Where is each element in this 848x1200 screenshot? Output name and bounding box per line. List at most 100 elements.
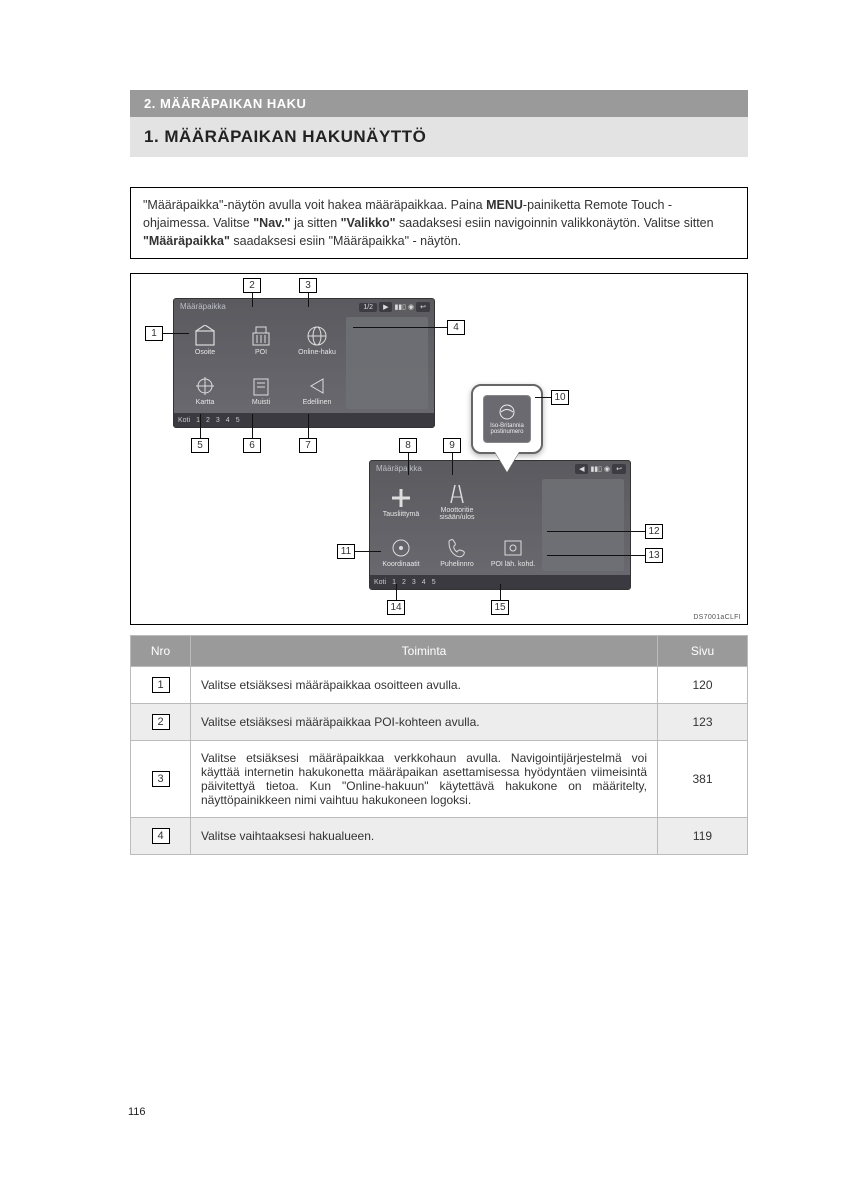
lead-line xyxy=(252,414,253,438)
lead-line xyxy=(547,531,645,532)
poi-near-icon xyxy=(501,537,525,559)
screen-b-icon-grid: Tausliittymä Moottoritie sisään/ulos Koo… xyxy=(376,479,538,575)
callout-7: 7 xyxy=(299,438,317,453)
preset-5: 5 xyxy=(432,579,436,586)
screen-a-title: Määräpaikka xyxy=(180,302,226,311)
lead-line xyxy=(308,293,309,307)
table-row: 1 Valitse etsiäksesi määräpaikkaa osoitt… xyxy=(131,667,748,704)
coordinates-icon xyxy=(389,537,413,559)
icon-label: POI xyxy=(255,349,267,356)
lead-line xyxy=(355,551,381,552)
callout-10: 10 xyxy=(551,390,569,405)
phone-icon xyxy=(445,537,469,559)
poi-icon xyxy=(249,325,273,347)
popup-inner: Iso-Britannia postinumero xyxy=(483,395,531,443)
diagram-figure: Määräpaikka 1/2 ▶ ▮▮▯ ◉ ↩ Osoite POI xyxy=(130,273,748,625)
intro-text: saadaksesi esiin navigoinnin valikkonäyt… xyxy=(396,216,714,230)
edellinen-button[interactable]: Edellinen xyxy=(292,367,342,413)
poi-lah-kohd-button[interactable]: POI läh. kohd. xyxy=(488,529,538,575)
callout-2: 2 xyxy=(243,278,261,293)
icon-label: Muisti xyxy=(252,399,270,406)
screen-a-icon-grid: Osoite POI Online-haku Kartta Muisti xyxy=(180,317,342,413)
osoite-button[interactable]: Osoite xyxy=(180,317,230,363)
lead-line xyxy=(452,453,453,475)
callout-9: 9 xyxy=(443,438,461,453)
row-text: Valitse etsiäksesi määräpaikkaa osoittee… xyxy=(191,667,658,704)
puhelinnro-button[interactable]: Puhelinnro xyxy=(432,529,482,575)
callout-14: 14 xyxy=(387,600,405,615)
row-page: 120 xyxy=(658,667,748,704)
lead-line xyxy=(500,584,501,600)
nav-screen-b: Määräpaikka ◀ ▮▮▯ ◉ ↩ Tausliittymä Moott… xyxy=(369,460,631,590)
kartta-button[interactable]: Kartta xyxy=(180,367,230,413)
icon-label: Koordinaatit xyxy=(382,561,419,568)
screen-b-topbar: ◀ ▮▮▯ ◉ ↩ xyxy=(571,461,630,477)
koti-label: Koti xyxy=(178,417,190,424)
intro-text: ja sitten xyxy=(291,216,341,230)
th-sivu: Sivu xyxy=(658,636,748,667)
map-thumbnail xyxy=(542,479,624,571)
screen-b-title: Määräpaikka xyxy=(376,464,422,473)
lead-line xyxy=(535,397,551,398)
lead-line xyxy=(252,293,253,307)
icon-label: Kartta xyxy=(196,399,215,406)
preset-3: 3 xyxy=(412,579,416,586)
intro-text: saadaksesi esiin "Määräpaikka" - näytön. xyxy=(230,234,461,248)
preset-5: 5 xyxy=(236,417,240,424)
intro-text: "Määräpaikka"-näytön avulla voit hakea m… xyxy=(143,198,486,212)
table-row: 2 Valitse etsiäksesi määräpaikkaa POI-ko… xyxy=(131,704,748,741)
muisti-button[interactable]: Muisti xyxy=(236,367,286,413)
intro-paragraph: "Määräpaikka"-näytön avulla voit hakea m… xyxy=(130,187,748,259)
screen-a-topbar: 1/2 ▶ ▮▮▯ ◉ ↩ xyxy=(355,299,434,315)
signal-icon: ▮▮▯ xyxy=(590,465,602,473)
back-icon: ↩ xyxy=(416,302,430,312)
preset-4: 4 xyxy=(226,417,230,424)
row-page: 119 xyxy=(658,818,748,855)
callout-6: 6 xyxy=(243,438,261,453)
signal-icon: ▮▮▯ xyxy=(394,303,406,311)
nav-screen-a: Määräpaikka 1/2 ▶ ▮▮▯ ◉ ↩ Osoite POI xyxy=(173,298,435,428)
lead-line xyxy=(396,584,397,600)
map-icon xyxy=(193,375,217,397)
table-row: 3 Valitse etsiäksesi määräpaikkaa verkko… xyxy=(131,741,748,818)
postcode-icon xyxy=(496,403,518,421)
popup-label: Iso-Britannia postinumero xyxy=(484,423,530,435)
globe-icon xyxy=(305,325,329,347)
koordinaatit-button[interactable]: Koordinaatit xyxy=(376,529,426,575)
tausliittyma-button[interactable]: Tausliittymä xyxy=(376,479,426,525)
moottoritie-button[interactable]: Moottoritie sisään/ulos xyxy=(432,479,482,525)
koti-label: Koti xyxy=(374,579,386,586)
satellite-icon: ◉ xyxy=(408,303,414,311)
callout-8: 8 xyxy=(399,438,417,453)
address-icon xyxy=(193,325,217,347)
icon-label: Tausliittymä xyxy=(383,511,420,518)
lead-line xyxy=(353,327,447,328)
section-header: 2. MÄÄRÄPAIKAN HAKU xyxy=(130,90,748,117)
preset-2: 2 xyxy=(206,417,210,424)
motorway-icon xyxy=(445,483,469,505)
memory-icon xyxy=(249,375,273,397)
lead-line xyxy=(547,555,645,556)
callout-1: 1 xyxy=(145,326,163,341)
callout-15: 15 xyxy=(491,600,509,615)
icon-label: Puhelinnro xyxy=(440,561,473,568)
page-indicator: 1/2 xyxy=(359,303,377,312)
callout-3: 3 xyxy=(299,278,317,293)
function-table: Nro Toiminta Sivu 1 Valitse etsiäksesi m… xyxy=(130,635,748,855)
previous-icon xyxy=(305,375,329,397)
lead-line xyxy=(163,333,189,334)
online-haku-button[interactable]: Online-haku xyxy=(292,317,342,363)
arrow-left-icon: ◀ xyxy=(575,464,588,474)
popup-callout: Iso-Britannia postinumero xyxy=(471,384,543,454)
intersection-icon xyxy=(389,487,413,509)
preset-2: 2 xyxy=(402,579,406,586)
preset-4: 4 xyxy=(422,579,426,586)
th-nro: Nro xyxy=(131,636,191,667)
callout-11: 11 xyxy=(337,544,355,559)
callout-5: 5 xyxy=(191,438,209,453)
screen-a-bottombar: Koti 1 2 3 4 5 xyxy=(174,413,434,427)
icon-label: Osoite xyxy=(195,349,215,356)
poi-button[interactable]: POI xyxy=(236,317,286,363)
preset-3: 3 xyxy=(216,417,220,424)
satellite-icon: ◉ xyxy=(604,465,610,473)
